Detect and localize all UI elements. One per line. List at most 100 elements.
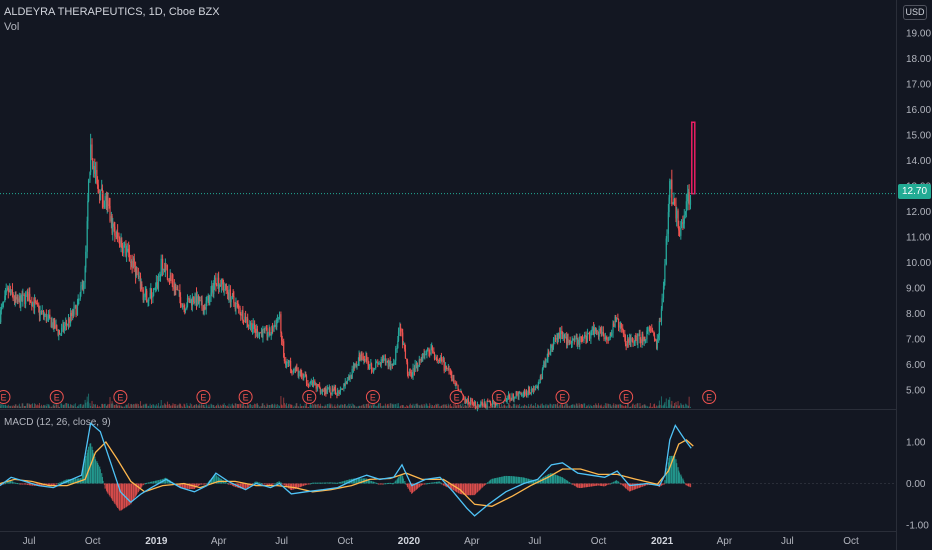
candle-body bbox=[552, 346, 554, 348]
volume-bar bbox=[443, 404, 445, 408]
candle-body bbox=[661, 298, 663, 309]
macd-histogram-bar bbox=[479, 483, 481, 490]
volume-bar bbox=[416, 403, 418, 408]
macd-histogram-bar bbox=[644, 483, 646, 486]
volume-bar bbox=[48, 404, 50, 408]
macd-label[interactable]: MACD (12, 26, close, 9) bbox=[4, 417, 111, 428]
candle-body bbox=[617, 317, 619, 320]
volume-bar bbox=[273, 405, 275, 408]
macd-histogram-bar bbox=[443, 483, 445, 486]
time-tick-label: Oct bbox=[843, 536, 859, 547]
candle-body bbox=[673, 198, 675, 203]
volume-label[interactable]: Vol bbox=[4, 21, 20, 33]
volume-bar bbox=[280, 396, 282, 408]
candle-body bbox=[274, 324, 276, 327]
macd-histogram-bar bbox=[433, 482, 435, 484]
volume-bar bbox=[354, 405, 356, 408]
candle-body bbox=[103, 200, 106, 208]
macd-histogram-bar bbox=[683, 482, 685, 484]
candle-body bbox=[629, 337, 631, 342]
candle-body bbox=[521, 394, 523, 396]
volume-bar bbox=[187, 405, 189, 408]
candle-body bbox=[528, 387, 530, 394]
candle-body bbox=[46, 316, 48, 322]
candle-body bbox=[382, 360, 384, 362]
volume-bar bbox=[644, 404, 646, 408]
macd-histogram-bar bbox=[394, 481, 396, 484]
candle-body bbox=[687, 194, 689, 202]
symbol-title[interactable]: ALDEYRA THERAPEUTICS, 1D, Cboe BZX bbox=[4, 6, 220, 18]
volume-bar bbox=[554, 404, 556, 408]
volume-bar bbox=[61, 403, 63, 408]
volume-bar bbox=[399, 406, 401, 408]
candle-body bbox=[142, 289, 144, 300]
volume-bar bbox=[632, 403, 634, 408]
volume-bar bbox=[72, 406, 74, 408]
macd-histogram-bar bbox=[278, 481, 280, 484]
candle-body bbox=[622, 328, 624, 331]
macd-histogram-bar bbox=[423, 483, 425, 485]
volume-bar bbox=[222, 404, 224, 408]
volume-bar bbox=[317, 404, 319, 408]
macd-histogram-bar bbox=[99, 469, 101, 484]
macd-histogram-bar bbox=[117, 483, 119, 509]
candle-body bbox=[644, 339, 647, 341]
macd-histogram-bar bbox=[677, 467, 679, 484]
candle-body bbox=[68, 318, 70, 323]
macd-histogram-bar bbox=[505, 475, 508, 484]
macd-histogram-bar bbox=[39, 483, 41, 486]
candle-body bbox=[164, 265, 166, 273]
macd-histogram-bar bbox=[421, 483, 423, 485]
macd-histogram-bar bbox=[202, 483, 205, 485]
macd-histogram-bar bbox=[484, 483, 486, 485]
candle-body bbox=[275, 324, 277, 328]
volume-bar bbox=[173, 404, 175, 408]
candle-body bbox=[354, 363, 356, 368]
candle-body bbox=[28, 293, 30, 302]
volume-bar bbox=[126, 405, 128, 408]
candle-body bbox=[319, 385, 321, 389]
volume-bar bbox=[438, 406, 440, 408]
candle-body bbox=[102, 199, 104, 208]
macd-histogram-bar bbox=[547, 474, 549, 484]
volume-bar bbox=[170, 405, 172, 408]
candle-body bbox=[682, 223, 685, 225]
candle-body bbox=[44, 313, 46, 316]
macd-histogram-bar bbox=[38, 483, 41, 486]
candle-body bbox=[610, 333, 612, 336]
volume-bar bbox=[319, 405, 321, 408]
volume-bar bbox=[540, 403, 542, 408]
candle-body bbox=[678, 230, 681, 236]
volume-bar bbox=[9, 406, 11, 408]
macd-histogram-bar bbox=[113, 483, 115, 503]
volume-bar bbox=[421, 404, 423, 408]
candle-body bbox=[649, 328, 651, 330]
volume-bar bbox=[74, 403, 76, 408]
macd-histogram-bar bbox=[503, 476, 505, 484]
currency-badge[interactable]: USD bbox=[903, 5, 927, 20]
candle-body bbox=[215, 277, 217, 285]
volume-bar bbox=[564, 405, 566, 408]
macd-histogram-bar bbox=[328, 482, 330, 484]
volume-bar bbox=[278, 405, 280, 408]
candle-body bbox=[426, 351, 428, 355]
macd-histogram-bar bbox=[254, 481, 256, 484]
macd-histogram-bar bbox=[188, 483, 191, 489]
volume-bar bbox=[228, 403, 230, 408]
macd-histogram-bar bbox=[213, 476, 215, 484]
candle-body bbox=[535, 386, 537, 388]
candle-body bbox=[658, 320, 660, 336]
volume-bar bbox=[627, 403, 629, 408]
volume-bar bbox=[566, 403, 568, 408]
volume-bar bbox=[665, 398, 667, 408]
volume-bar bbox=[26, 403, 28, 408]
candle-body bbox=[595, 327, 597, 332]
candle-body bbox=[161, 258, 164, 271]
volume-bar bbox=[177, 404, 179, 408]
volume-bar bbox=[661, 405, 663, 408]
earnings-marker: E bbox=[238, 390, 253, 404]
candle-body bbox=[314, 380, 316, 385]
candle-body bbox=[588, 333, 591, 339]
candle-body bbox=[454, 382, 456, 386]
